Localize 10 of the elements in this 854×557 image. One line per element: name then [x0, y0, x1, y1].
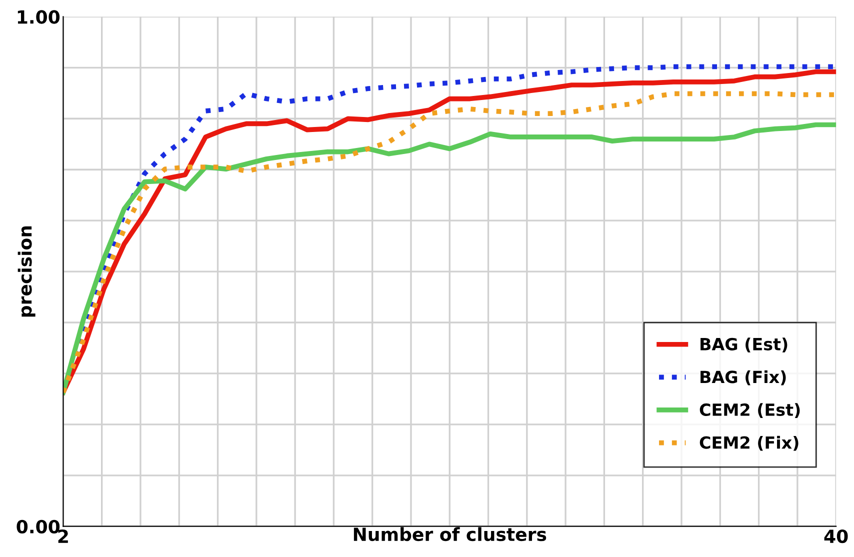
legend-label: BAG (Fix): [700, 370, 786, 386]
legend-label: BAG (Est): [700, 338, 788, 352]
legend-label: CEM2 (Est): [700, 403, 800, 418]
x-tick-label: 2: [58, 529, 68, 543]
y-tick-label: 0.00: [16, 520, 60, 534]
y-axis-title: precision: [18, 226, 36, 317]
x-axis-title: Number of clusters: [354, 527, 546, 542]
x-tick-label: 40: [824, 529, 848, 544]
legend-label: CEM2 (Fix): [700, 436, 798, 451]
y-tick-label: 1.00: [18, 10, 60, 24]
